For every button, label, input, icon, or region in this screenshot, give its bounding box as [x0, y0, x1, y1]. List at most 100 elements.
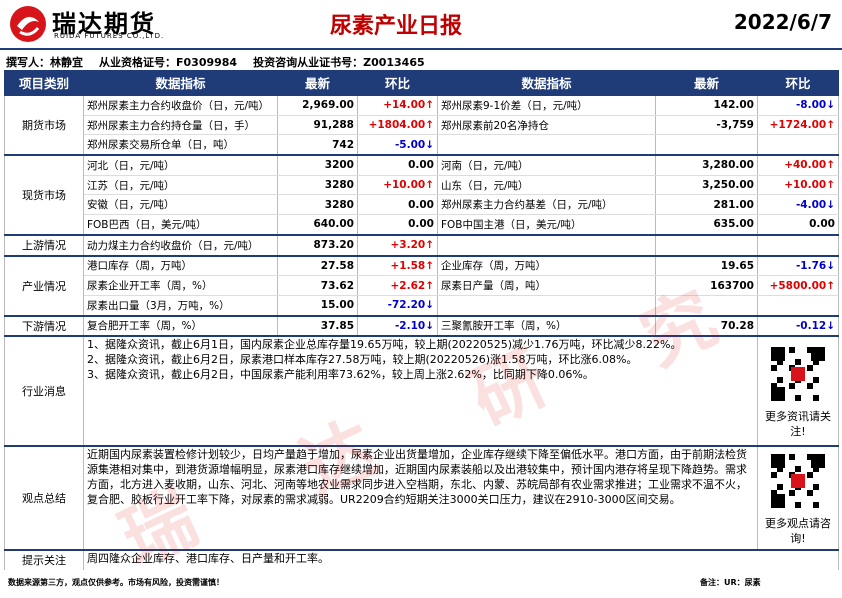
- category: 行业消息: [4, 336, 84, 447]
- header-row: 项目类别 数据指标 最新 环比 数据指标 最新 环比: [4, 70, 839, 96]
- change: +5800.00↑: [757, 275, 839, 296]
- block: 行业消息 1、据隆众资讯，截止6月1日，国内尿素企业总库存量19.65万吨，较上期…: [4, 336, 839, 447]
- change: 0.00: [757, 214, 839, 236]
- column-header: 最新: [655, 70, 758, 96]
- latest: 142.00: [655, 95, 758, 116]
- rule: [0, 48, 842, 50]
- change: -4.00↓: [757, 194, 839, 216]
- section: 下游情况 复合肥开工率（周，%） 37.85 -2.10↓ 三聚氰胺开工率（周，%） 70…: [4, 315, 839, 337]
- focus-row: 提示关注 周四隆众企业库存、港口库存、日产量和开工率。: [4, 550, 839, 570]
- row: 产业情况 港口库存（周，万吨） 27.58 +1.58↑ 企业库存（周，万吨） 19.65…: [4, 255, 839, 316]
- column-header: 最新: [277, 70, 358, 96]
- column-header: 环比: [357, 70, 438, 96]
- row: 安徽（日，元/吨） 3280 0.00 郑州尿素主力合约基差（日，元/吨） 281.00…: [5, 194, 839, 216]
- qr-code: [767, 343, 829, 406]
- indicator: 尿素日产量（周，吨）: [437, 275, 656, 296]
- indicator: 山东（日，元/吨）: [437, 175, 656, 196]
- indicator: [437, 295, 656, 317]
- writer: 撰写人：林静宜: [6, 56, 83, 69]
- indicator: 港口库存（周，万吨）: [83, 255, 278, 277]
- indicator: 郑州尿素主力合约持仓量（日，手）: [83, 115, 278, 136]
- row: 尿素出口量（3月，万吨，%） 15.00 -72.20↓: [5, 295, 839, 317]
- change: +10.00↑: [757, 175, 839, 196]
- latest: 19.65: [655, 255, 758, 277]
- change: +10.00↑: [357, 175, 438, 196]
- block: 提示关注 周四隆众企业库存、港口库存、日产量和开工率。: [4, 550, 839, 570]
- section: 现货市场 河北（日，元/吨） 3200 0.00 河南（日，元/吨） 3,280.00 +4…: [4, 155, 839, 236]
- indicator: [437, 134, 656, 156]
- category: 期货市场: [4, 95, 84, 156]
- indicator: 企业库存（周，万吨）: [437, 255, 656, 277]
- change: -5.00↓: [357, 134, 438, 156]
- category: 现货市场: [4, 155, 84, 235]
- block: 观点总结 近期国内尿素装置检修计划较少，日均产量趋于增加，尿素企业出货量增加，企业…: [4, 446, 839, 551]
- column-header: 项目类别: [4, 70, 84, 96]
- indicator: 动力煤主力合约收盘价（日，元/吨）: [83, 234, 278, 256]
- row: 郑州尿素主力合约持仓量（日，手） 91,288 +1804.00↑ 郑州尿素前20名净…: [5, 115, 839, 136]
- view-text: 近期国内尿素装置检修计划较少，日均产量趋于增加，尿素企业出货量增加，企业库存继续…: [83, 446, 758, 551]
- change: +1724.00↑: [757, 115, 839, 136]
- change: [757, 295, 839, 317]
- company-en: RUIDA FUTURES CO.,LTD.: [54, 32, 165, 40]
- news-row: 行业消息 1、据隆众资讯，截止6月1日，国内尿素企业总库存量19.65万吨，较上期…: [4, 336, 839, 447]
- qr-cell: 更多观点请咨询!: [757, 446, 839, 551]
- qualification: 从业资格证号：F0309984: [99, 56, 238, 69]
- row: 尿素企业开工率（周，%） 73.62 +2.62↑ 尿素日产量（周，吨） 163700 +…: [5, 275, 839, 296]
- latest: 70.28: [655, 315, 758, 337]
- row: 郑州尿素交易所仓单（日，吨） 742 -5.00↓: [5, 134, 839, 156]
- logo: [10, 6, 46, 42]
- news-text: 1、据隆众资讯，截止6月1日，国内尿素企业总库存量19.65万吨，较上期(202…: [83, 336, 758, 447]
- latest: 91,288: [277, 115, 358, 136]
- latest: 37.85: [277, 315, 358, 337]
- latest: 3280: [277, 175, 358, 196]
- latest: -3,759: [655, 115, 758, 136]
- indicator: 江苏（日，元/吨）: [83, 175, 278, 196]
- section: 产业情况 港口库存（周，万吨） 27.58 +1.58↑ 企业库存（周，万吨） 19.65…: [4, 255, 839, 317]
- change: 0.00: [357, 194, 438, 216]
- row: 现货市场 河北（日，元/吨） 3200 0.00 河南（日，元/吨） 3,280.00 +4…: [4, 155, 839, 235]
- category: 下游情况: [4, 315, 84, 337]
- row: FOB巴西（日，美元/吨） 640.00 0.00 FOB中国主港（日，美元/吨） 63…: [5, 214, 839, 236]
- indicator: 三聚氰胺开工率（周，%）: [437, 315, 656, 337]
- latest: [655, 295, 758, 317]
- latest: 3200: [277, 155, 358, 176]
- qr-cell: 更多资讯请关注!: [757, 336, 839, 447]
- latest: 281.00: [655, 194, 758, 216]
- news-item: 1、据隆众资讯，截止6月1日，国内尿素企业总库存量19.65万吨，较上期(202…: [87, 338, 682, 352]
- latest: 73.62: [277, 275, 358, 296]
- category: 产业情况: [4, 255, 84, 316]
- section: 上游情况 动力煤主力合约收盘价（日，元/吨） 873.20 +3.20↑: [4, 234, 839, 256]
- category: 提示关注: [4, 550, 84, 570]
- change: -72.20↓: [357, 295, 438, 317]
- indicator: 郑州尿素前20名净持仓: [437, 115, 656, 136]
- column-header: 数据指标: [437, 70, 656, 96]
- indicator: 郑州尿素主力合约基差（日，元/吨）: [437, 194, 656, 216]
- latest: 640.00: [277, 214, 358, 236]
- change: 0.00: [357, 155, 438, 176]
- news-item: 2、据隆众资讯，截止6月2日，尿素港口样本库存27.58万吨，较上期(20220…: [87, 353, 638, 367]
- focus-text: 周四隆众企业库存、港口库存、日产量和开工率。: [87, 552, 329, 566]
- latest: 3280: [277, 194, 358, 216]
- latest: 2,969.00: [277, 95, 358, 116]
- column-header: 数据指标: [83, 70, 278, 96]
- indicator: FOB巴西（日，美元/吨）: [83, 214, 278, 236]
- latest: [655, 134, 758, 156]
- view-text: 近期国内尿素装置检修计划较少，日均产量趋于增加，尿素企业出货量增加，企业库存继续…: [87, 448, 747, 507]
- latest: 27.58: [277, 255, 358, 277]
- latest: 163700: [655, 275, 758, 296]
- column-header: 环比: [757, 70, 839, 96]
- view-row: 观点总结 近期国内尿素装置检修计划较少，日均产量趋于增加，尿素企业出货量增加，企业…: [4, 446, 839, 551]
- latest: 742: [277, 134, 358, 156]
- change: -2.10↓: [357, 315, 438, 337]
- data-table: 项目类别 数据指标 最新 环比 数据指标 最新 环比 期货市场 郑州尿素主力合约收盘价（日，元…: [4, 70, 839, 570]
- row: 下游情况 复合肥开工率（周，%） 37.85 -2.10↓ 三聚氰胺开工率（周，%） 70…: [4, 315, 839, 337]
- indicator: 河北（日，元/吨）: [83, 155, 278, 176]
- news-item: 3、据隆众资讯，截止6月2日，中国尿素产能利用率73.62%，较上周上涨2.62…: [87, 368, 594, 382]
- focus-text: 周四隆众企业库存、港口库存、日产量和开工率。: [83, 550, 839, 570]
- latest: 3,280.00: [655, 155, 758, 176]
- category: 观点总结: [4, 446, 84, 551]
- indicator: 尿素企业开工率（周，%）: [83, 275, 278, 296]
- row: 江苏（日，元/吨） 3280 +10.00↑ 山东（日，元/吨） 3,250.00 +10…: [5, 175, 839, 196]
- change: +3.20↑: [357, 234, 438, 256]
